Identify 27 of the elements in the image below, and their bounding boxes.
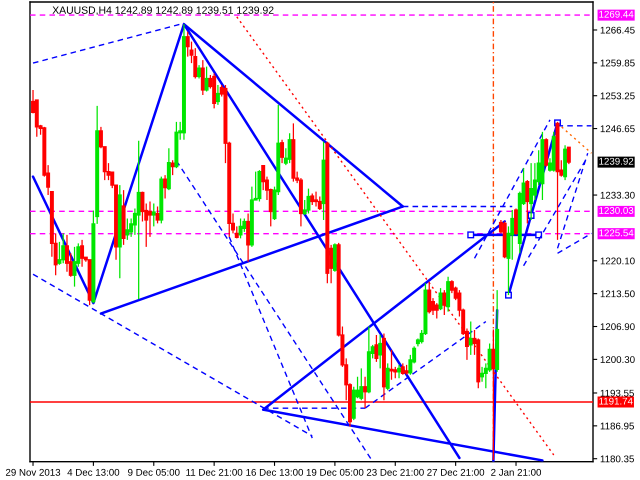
y-tick-label: 1246.65 — [600, 125, 635, 132]
ref-line-label: 1269.44 — [599, 10, 634, 18]
ref-line-label: 1225.54 — [599, 229, 634, 236]
y-tick-label: 1193.55 — [600, 390, 634, 397]
y-tick-label: 1259.85 — [600, 60, 635, 66]
x-tick-label: 19 Dec 05:00 — [306, 468, 364, 476]
chart-title: XAUUSD,H4 1242.89 1242.89 1239.51 1239.92 — [52, 6, 274, 16]
x-tick-label: 16 Dec 13:00 — [246, 468, 304, 476]
y-tick-label: 1220.10 — [600, 258, 635, 264]
x-tick-label: 23 Dec 21:00 — [366, 468, 424, 476]
y-tick-label: 1233.30 — [600, 192, 635, 199]
y-tick-label: 1200.30 — [600, 356, 635, 363]
ref-line-label: 1230.03 — [599, 207, 634, 214]
x-tick-label: 29 Nov 2013 — [6, 468, 60, 476]
y-tick-label: 1206.90 — [600, 323, 635, 330]
y-tick-label: 1180.35 — [600, 455, 634, 462]
ref-line-label: 1191.74 — [599, 398, 633, 405]
y-tick-label: 1213.50 — [600, 290, 635, 298]
y-tick-label: 1266.45 — [600, 26, 635, 34]
y-tick-label: 1253.25 — [600, 92, 635, 100]
x-tick-label: 4 Dec 13:00 — [67, 468, 120, 476]
text: 1239.92 — [599, 158, 634, 165]
x-tick-label: 9 Dec 05:00 — [128, 468, 180, 476]
x-tick-label: 2 Jan 21:00 — [491, 468, 542, 476]
x-tick-label: 11 Dec 21:00 — [186, 468, 242, 476]
x-tick-label: 27 Dec 21:00 — [427, 468, 484, 476]
y-tick-label: 1186.95 — [600, 422, 634, 430]
